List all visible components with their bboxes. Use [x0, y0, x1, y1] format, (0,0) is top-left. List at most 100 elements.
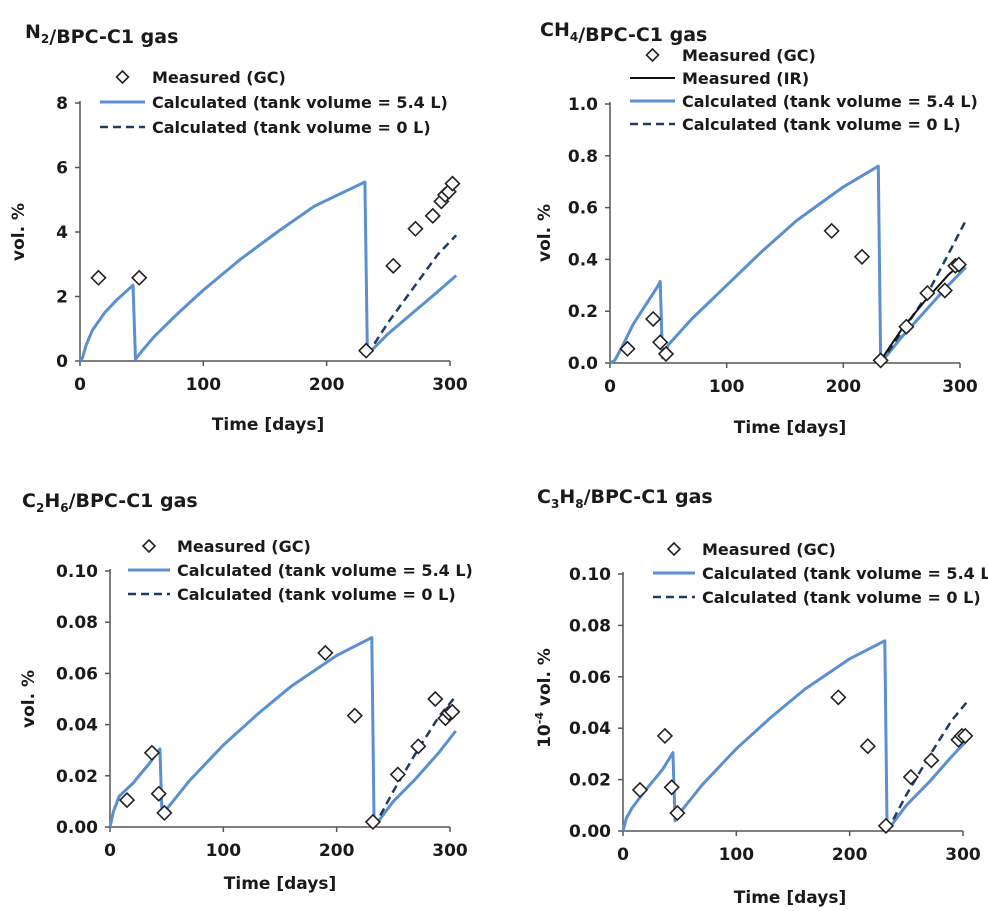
x-axis-label: Time [days] [734, 418, 846, 438]
x-axis-label: Time [days] [734, 888, 846, 908]
data-point-measured-gc [150, 785, 167, 802]
legend: Measured (GC) Measured (IR) Calculated (ta… [630, 46, 978, 134]
x-tick-label: 200 [826, 377, 862, 397]
data-point-measured-gc [364, 813, 382, 831]
data-point-measured-gc [898, 318, 915, 335]
x-tick-label: 300 [432, 375, 468, 395]
series-line-black [879, 263, 961, 361]
legend-label: Measured (GC) [152, 68, 286, 87]
chart-title: CH4/BPC-C1 gas [540, 19, 707, 46]
data-point-measured-gc [631, 781, 649, 799]
y-axis-label: 10-4 vol. % [533, 648, 555, 748]
data-point-measured-gc [143, 744, 161, 761]
legend-label: Calculated (tank volume = 5.4 L) [152, 93, 448, 112]
series-line-solid [78, 180, 458, 362]
data-point-measured-gc [427, 690, 444, 708]
x-tick-label: 200 [832, 845, 868, 865]
legend-label: Measured (GC) [177, 537, 311, 556]
y-tick-label: 1.0 [568, 95, 598, 115]
legend-label: Calculated (tank volume = 0 L) [152, 118, 431, 137]
chart-panel-4: C3H8/BPC-C1 gas 0.00 0.02 0.04 0.06 0.08 0.10 0… [533, 486, 988, 908]
legend-label: Measured (IR) [682, 69, 809, 88]
chart-panel-1: N2/BPC-C1 gas 0 2 4 6 8 0 100 200 300 Time [days] v… [9, 21, 468, 435]
series-line-solid [621, 639, 970, 833]
y-tick-label: 0.08 [56, 613, 98, 633]
y-tick-label: 0.6 [568, 199, 598, 219]
data-point-measured-gc [317, 644, 334, 662]
x-tick-label: 0 [604, 377, 616, 397]
series-line-solid [609, 164, 967, 365]
chart-panel-2: CH4/BPC-C1 gas 0.0 0.2 0.4 0.6 0.8 1.0 0 100 200 3… [535, 19, 978, 438]
legend-label: Calculated (tank volume = 5.4 L) [682, 92, 978, 111]
data-point-measured-gc [663, 779, 680, 796]
y-tick-label: 8 [56, 94, 68, 114]
y-tick-label: 0.06 [56, 664, 98, 684]
legend: Measured (GC) Calculated (tank volume = 5… [100, 68, 448, 137]
y-tick-label: 0.10 [56, 562, 98, 582]
y-tick-label: 2 [56, 288, 68, 308]
x-tick-label: 0 [617, 845, 629, 865]
y-tick-label: 0.06 [569, 668, 611, 688]
data-point-measured-gc [830, 689, 847, 706]
y-tick-label: 0.8 [568, 147, 598, 167]
data-point-measured-gc [424, 207, 441, 225]
x-tick-label: 300 [432, 841, 468, 861]
data-point-measured-gc [950, 256, 967, 273]
y-tick-label: 0.02 [56, 767, 98, 787]
chart-title: C3H8/BPC-C1 gas [537, 486, 713, 511]
x-tick-label: 300 [945, 845, 981, 865]
y-tick-label: 4 [56, 223, 68, 243]
data-point-measured-gc [823, 222, 840, 240]
x-tick-label: 300 [942, 377, 978, 397]
y-tick-label: 0.00 [569, 822, 611, 842]
chart-title: C2H6/BPC-C1 gas [22, 490, 198, 515]
data-point-measured-gc [385, 257, 402, 274]
data-point-measured-gc [131, 269, 148, 286]
legend-label: Measured (GC) [682, 46, 816, 65]
legend-label: Calculated (tank volume = 0 L) [702, 588, 981, 607]
legend-marker-icon [666, 541, 682, 557]
x-axis-label: Time [days] [212, 415, 324, 435]
data-point-measured-gc [90, 269, 107, 286]
legend-label: Calculated (tank volume = 0 L) [177, 585, 456, 604]
series-line-solid [108, 636, 457, 829]
x-tick-label: 0 [74, 375, 86, 395]
series-line-dashed [366, 234, 458, 356]
data-point-measured-gc [652, 334, 669, 351]
y-axis-label: vol. % [19, 670, 39, 728]
data-point-measured-gc [118, 791, 136, 809]
y-tick-label: 0.04 [56, 716, 98, 736]
chart-panel-3: C2H6/BPC-C1 gas 0.00 0.02 0.04 0.06 0.08 0.10 0… [19, 490, 473, 894]
y-axis-label: vol. % [9, 203, 29, 261]
data-point-measured-gc [957, 727, 974, 745]
y-tick-label: 0.04 [569, 719, 611, 739]
y-tick-label: 6 [56, 159, 68, 179]
legend-marker-icon [141, 538, 157, 554]
data-point-measured-gc [619, 340, 636, 357]
data-point-measured-gc [156, 804, 173, 822]
y-tick-label: 0.08 [569, 616, 611, 636]
x-tick-label: 0 [104, 841, 116, 861]
data-point-measured-gc [853, 248, 871, 265]
x-tick-label: 100 [186, 375, 222, 395]
legend: Measured (GC) Calculated (tank volume = 5… [128, 537, 473, 604]
data-point-measured-gc [657, 345, 675, 363]
legend-marker-icon [115, 69, 130, 85]
y-tick-label: 0.2 [568, 302, 598, 322]
legend-marker-icon [645, 47, 660, 63]
y-tick-label: 0.02 [569, 771, 611, 791]
data-point-measured-gc [358, 342, 375, 359]
x-tick-label: 200 [319, 841, 355, 861]
legend-label: Measured (GC) [702, 540, 836, 559]
data-point-measured-gc [902, 768, 919, 786]
data-point-measured-gc [346, 707, 363, 724]
chart-title: N2/BPC-C1 gas [25, 21, 178, 48]
data-point-measured-gc [936, 282, 953, 299]
y-axis-label: vol. % [535, 204, 555, 262]
legend-label: Calculated (tank volume = 0 L) [682, 115, 961, 134]
data-point-measured-gc [389, 766, 406, 783]
x-tick-label: 100 [206, 841, 242, 861]
x-tick-label: 100 [709, 377, 745, 397]
data-point-measured-gc [407, 220, 424, 237]
